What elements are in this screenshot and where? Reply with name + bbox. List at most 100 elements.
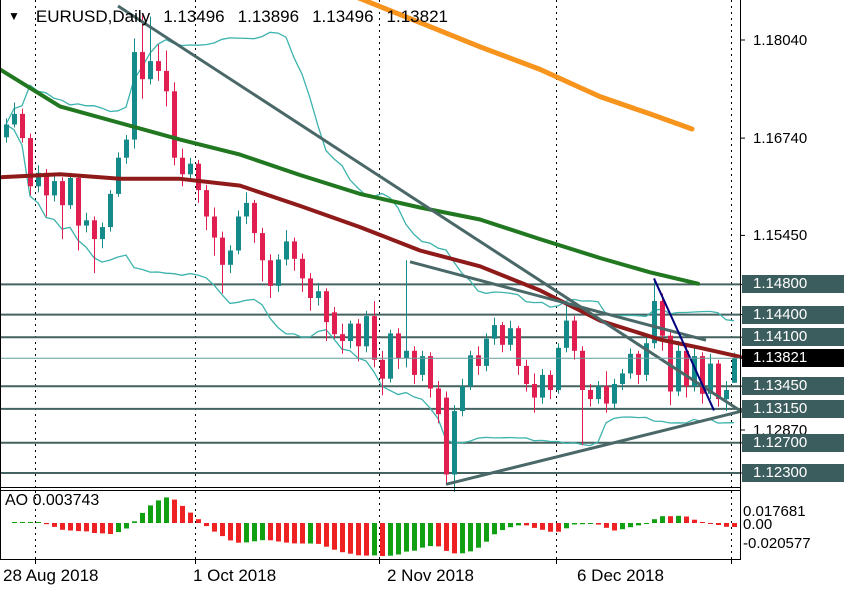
ohlc-open: 1.13496 — [163, 7, 225, 26]
ao-histogram-bar — [492, 523, 497, 535]
ao-axis[interactable]: 0.017681 0.00 -0.020577 — [743, 490, 860, 560]
candlestick — [132, 38, 137, 149]
candlestick — [596, 381, 601, 404]
candlestick — [260, 227, 265, 282]
date-label: 2 Nov 2018 — [387, 566, 474, 585]
ao-histogram-bar — [140, 512, 145, 523]
candlestick — [388, 329, 393, 383]
candlestick — [428, 352, 433, 398]
ao-histogram-bar — [220, 523, 225, 537]
ao-histogram-bar — [404, 523, 409, 552]
ao-histogram-bar — [580, 523, 585, 525]
ao-histogram-bar — [572, 523, 577, 525]
candlestick — [420, 350, 425, 381]
candlestick — [468, 350, 473, 390]
ao-histogram-bar — [28, 522, 33, 523]
ao-histogram-bar — [308, 523, 313, 544]
candlestick — [84, 212, 89, 233]
ao-histogram-bar — [52, 523, 57, 527]
triangle-upper-trendline[interactable] — [409, 260, 707, 342]
candlestick — [548, 370, 553, 400]
ao-histogram-bar — [620, 523, 625, 530]
ao-indicator-label: AO 0.003743 — [5, 492, 100, 509]
steep-blue-trendline[interactable] — [653, 277, 715, 411]
ao-histogram-bar — [476, 523, 481, 548]
candlestick — [156, 44, 161, 81]
ao-histogram-bar — [380, 523, 385, 556]
price-axis-label: 1.15450 — [753, 227, 808, 245]
ao-histogram-bar — [372, 523, 377, 556]
ao-histogram-bar — [388, 523, 393, 556]
candlestick — [516, 325, 521, 375]
candlestick — [444, 391, 449, 485]
ao-axis-min: -0.020577 — [743, 535, 811, 552]
candlestick — [284, 230, 289, 266]
candlestick — [188, 157, 193, 181]
ao-histogram-bar — [156, 500, 161, 523]
ao-axis-zero: 0.00 — [743, 516, 773, 533]
candlestick — [508, 320, 513, 351]
ao-histogram-bar — [196, 519, 201, 523]
ao-histogram-bar — [604, 523, 609, 528]
ao-histogram-bar — [60, 523, 65, 530]
ao-histogram-bar — [36, 522, 41, 523]
ao-histogram-bar — [668, 516, 673, 523]
sr-price-label: 1.14800 — [742, 275, 844, 294]
ao-histogram-bar — [180, 505, 185, 523]
ao-histogram-bar — [684, 516, 689, 523]
ao-histogram-bar — [20, 522, 25, 523]
descending-trendline[interactable] — [117, 4, 743, 414]
candlestick — [60, 177, 65, 240]
fast-ma-line-red — [0, 172, 742, 359]
candlestick — [452, 405, 457, 492]
ao-histogram-bar — [436, 523, 441, 547]
candlestick — [380, 350, 385, 396]
ao-histogram-bar — [284, 523, 289, 543]
candlestick — [140, 15, 145, 99]
candlestick — [524, 359, 529, 392]
candlestick — [684, 346, 689, 398]
candlestick — [732, 352, 737, 383]
candlestick — [692, 348, 697, 392]
candlestick — [500, 322, 505, 353]
candlestick — [268, 254, 273, 298]
ohlc-high: 1.13896 — [237, 7, 300, 26]
ohlc-low: 1.13496 — [312, 7, 374, 26]
candlestick — [220, 231, 225, 294]
candlestick — [212, 207, 217, 256]
candlestick — [316, 282, 321, 306]
triangle-lower-trendline[interactable] — [445, 409, 743, 486]
ao-histogram-bar — [332, 523, 337, 550]
candlestick — [28, 133, 33, 196]
ao-histogram-bar — [460, 523, 465, 554]
price-axis[interactable]: 1.18040 1.16740 1.15450 1.12870 1.14800 1.144… — [741, 0, 860, 560]
price-axis-label: 1.16740 — [753, 130, 808, 148]
ao-histogram-bar — [108, 523, 113, 534]
ao-histogram-bar — [700, 522, 705, 523]
slow-ma-line-green — [0, 67, 700, 286]
ao-histogram-bar — [236, 523, 241, 543]
candlestick — [492, 317, 497, 345]
ao-histogram-bar — [412, 523, 417, 551]
ao-histogram-bar — [396, 523, 401, 555]
ao-histogram-bar — [68, 523, 73, 531]
ao-histogram-bar — [76, 523, 81, 532]
ao-histogram-bar — [676, 515, 681, 523]
ao-histogram-bar — [428, 523, 433, 547]
candlestick — [716, 359, 721, 407]
candlestick — [108, 190, 113, 232]
candlestick — [252, 199, 257, 243]
candlestick — [204, 184, 209, 231]
sr-price-label: 1.12300 — [742, 464, 844, 482]
ao-histogram-bar — [628, 523, 633, 528]
ao-histogram-bar — [532, 523, 537, 528]
ao-histogram-bar — [500, 523, 505, 531]
candlestick — [228, 245, 233, 274]
ao-histogram-bar — [444, 523, 449, 551]
date-axis[interactable]: 28 Aug 2018 1 Oct 2018 2 Nov 2018 6 Dec 201… — [0, 562, 860, 600]
candlestick — [620, 368, 625, 390]
symbol-dropdown-icon[interactable]: ▼ — [8, 9, 20, 23]
ao-histogram-bar — [524, 523, 529, 526]
bollinger-lower-band — [5, 123, 735, 447]
